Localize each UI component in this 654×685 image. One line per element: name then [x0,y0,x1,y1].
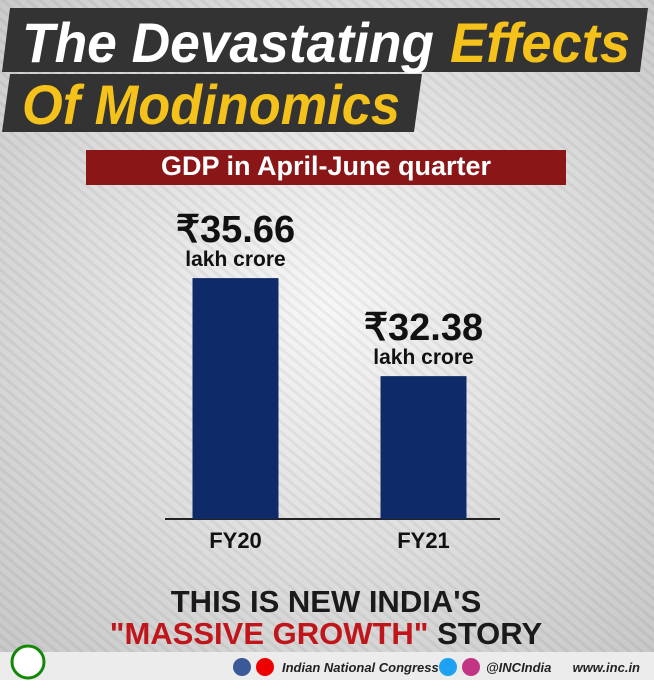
tagline-end: STORY [437,616,542,651]
tagline: "MASSIVE GROWTH" STORY [110,616,543,651]
bar [380,376,467,519]
instagram-icon [462,658,480,676]
footer-org: Indian National Congress [282,660,439,675]
value-label: ₹35.66 [176,209,295,251]
logo [10,644,46,680]
facebook-icon [233,658,251,676]
x-tick-label: FY20 [209,528,262,553]
bar [192,278,279,519]
title-band [2,8,648,72]
footer-handle: @INCIndia [486,660,551,675]
unit-label: lakh crore [373,346,473,369]
title-highlight: Effects [450,11,630,74]
title-highlight: Of Modinomics [22,73,400,136]
footer-bar [0,652,654,680]
tagline: THIS IS NEW INDIA'S [171,584,482,619]
twitter-icon [439,658,457,676]
footer-site: www.inc.in [573,660,640,675]
title-band [2,74,422,132]
x-tick-label: FY21 [397,528,450,553]
youtube-icon [256,658,274,676]
value-label: ₹32.38 [364,307,483,349]
tagline-highlight: "MASSIVE GROWTH" [110,616,429,651]
title: The Devastating [22,11,434,74]
chart-subtitle: GDP in April-June quarter [161,151,492,181]
unit-label: lakh crore [185,248,285,271]
subtitle-box [86,150,566,185]
